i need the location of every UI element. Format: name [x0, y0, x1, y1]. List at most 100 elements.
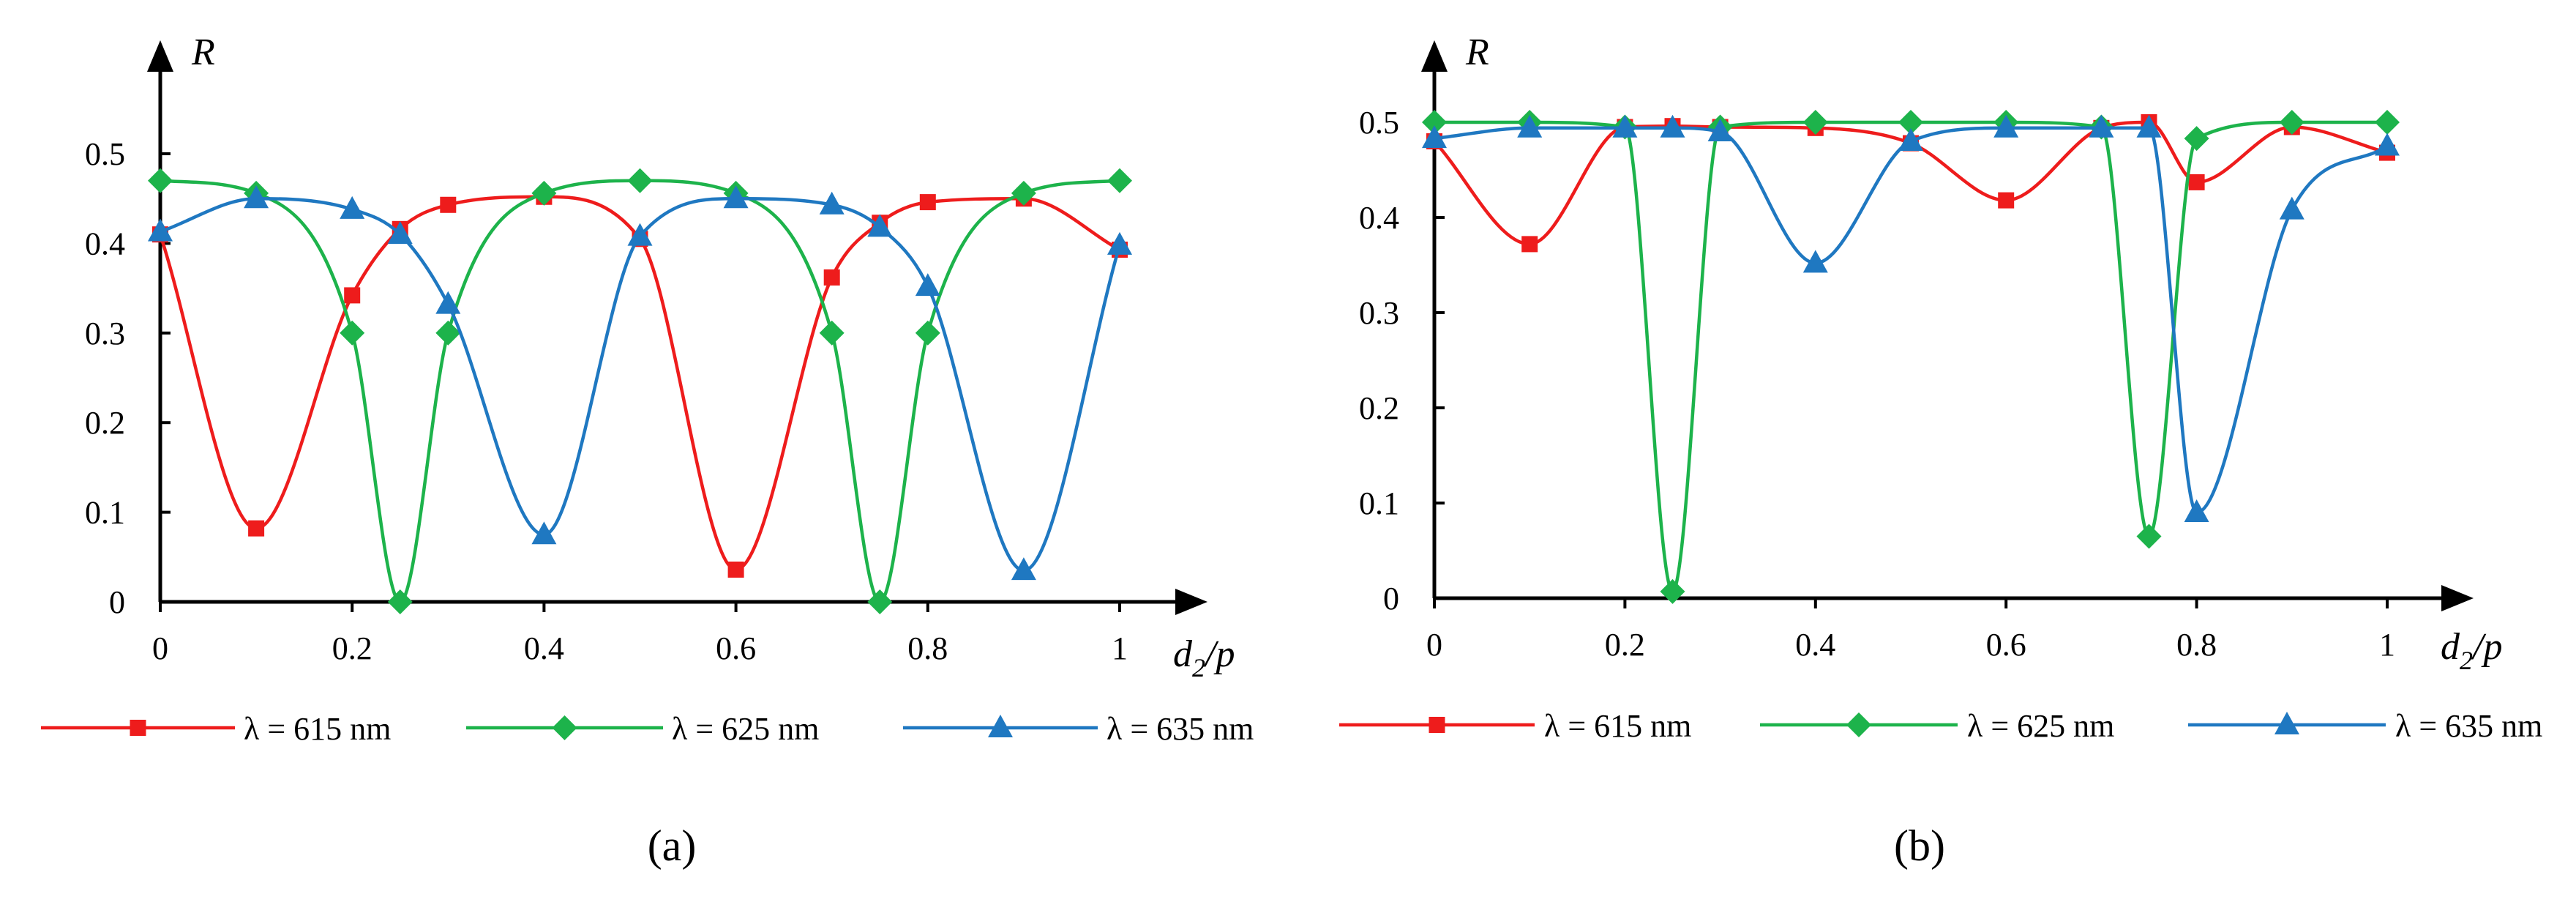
y-tick-label-a: 0.2 — [85, 405, 125, 441]
data-point-b-1 — [1422, 110, 1447, 135]
data-point-b-1 — [1898, 110, 1923, 135]
y-tick-label-b: 0.2 — [1359, 390, 1399, 426]
data-point-a-2 — [387, 221, 413, 245]
x-tick-label-a: 0.2 — [332, 630, 372, 666]
data-point-b-0 — [1998, 192, 2015, 209]
x-tick-label-b: 1 — [2379, 627, 2395, 663]
y-tick-label-b: 0.1 — [1359, 485, 1399, 521]
data-point-a-2 — [867, 214, 893, 237]
data-point-b-2 — [1660, 114, 1685, 138]
data-point-b-1 — [2184, 126, 2209, 152]
y-axis-title-a: R — [191, 31, 215, 73]
chart-panel-a: 0 0.1 0.2 0.3 0.4 0.5 0 0.2 0.4 0.6 0.8 1 R d2/p λ… — [41, 31, 1254, 870]
x-tick-label-a: 0 — [152, 630, 168, 666]
x-tick-label-a: 0.6 — [716, 630, 756, 666]
x-tick-label-b: 0.8 — [2176, 627, 2217, 663]
data-point-a-0 — [440, 196, 457, 213]
data-point-b-0 — [1521, 236, 1538, 253]
legend-marker-a-0 — [130, 720, 146, 736]
y-tick-label-b: 0.3 — [1359, 295, 1399, 331]
x-tick-label-b: 0 — [1426, 627, 1442, 663]
data-point-a-2 — [819, 191, 845, 215]
data-point-b-1 — [1660, 578, 1685, 604]
chart-panel-b: 0 0.1 0.2 0.3 0.4 0.5 0 0.2 0.4 0.6 0.8 1 R d2/p λ… — [1339, 31, 2542, 870]
x-axis-arrow-b — [2441, 585, 2474, 611]
data-point-a-0 — [823, 269, 840, 286]
data-point-a-1 — [819, 320, 845, 346]
x-tick-label-a: 0.8 — [907, 630, 948, 666]
data-point-b-2 — [1802, 250, 1828, 273]
data-point-b-2 — [2279, 196, 2304, 220]
data-point-a-1 — [1107, 168, 1132, 193]
y-axis-title-b: R — [1465, 31, 1489, 73]
data-point-b-2 — [2184, 499, 2209, 522]
data-point-a-0 — [727, 561, 744, 578]
data-point-a-2 — [1011, 557, 1036, 581]
data-point-b-2 — [2089, 114, 2114, 138]
x-tick-label-b: 0.6 — [1986, 627, 2026, 663]
series-line-a-2 — [158, 196, 1122, 573]
data-point-a-0 — [919, 194, 936, 211]
data-point-a-1 — [435, 320, 461, 346]
data-point-a-1 — [340, 320, 365, 346]
y-tick-label-a: 0 — [109, 584, 125, 620]
data-point-b-2 — [1422, 125, 1447, 149]
data-point-a-0 — [248, 520, 265, 537]
legend-marker-a-1 — [552, 715, 577, 740]
y-tick-label-b: 0 — [1383, 581, 1399, 617]
y-axis-arrow-a — [147, 40, 173, 72]
y-tick-label-a: 0.5 — [85, 136, 125, 172]
legend-a: λ = 615 nm λ = 625 nm λ = 635 nm — [41, 711, 1254, 747]
series-line-a-0 — [158, 195, 1122, 572]
data-point-b-2 — [2375, 133, 2400, 156]
y-tick-label-b: 0.5 — [1359, 105, 1399, 141]
data-point-a-1 — [531, 180, 557, 206]
legend-label-b-1: λ = 625 nm — [1967, 708, 2114, 744]
y-tick-label-b: 0.4 — [1359, 200, 1399, 236]
data-point-a-0 — [344, 287, 361, 304]
data-point-b-2 — [1707, 119, 1733, 141]
data-point-a-2 — [148, 218, 173, 242]
data-point-a-2 — [435, 291, 461, 314]
data-point-a-2 — [340, 195, 365, 219]
data-point-a-1 — [387, 589, 413, 614]
data-point-b-2 — [1612, 114, 1638, 138]
data-point-a-2 — [1107, 231, 1132, 255]
axes-b — [1421, 40, 2474, 611]
data-point-b-1 — [2279, 110, 2304, 135]
y-axis-arrow-b — [1421, 40, 1448, 72]
data-point-a-2 — [915, 273, 940, 297]
data-point-b-2 — [1993, 114, 2019, 138]
panel-label-b: (b) — [1894, 822, 1945, 870]
data-point-a-2 — [531, 521, 557, 545]
y-tick-label-a: 0.1 — [85, 495, 125, 531]
legend-label-a-0: λ = 615 nm — [244, 711, 391, 747]
legend-marker-b-0 — [1429, 717, 1445, 733]
legend-marker-b-1 — [1846, 712, 1871, 737]
data-point-a-2 — [627, 223, 653, 246]
data-point-b-2 — [1898, 128, 1923, 151]
data-point-b-2 — [1517, 114, 1543, 138]
x-axis-title-b: d2/p — [2441, 626, 2502, 675]
legend-b: λ = 615 nm λ = 625 nm λ = 635 nm — [1339, 708, 2542, 744]
data-point-a-1 — [915, 320, 940, 346]
data-point-a-1 — [148, 168, 173, 193]
legend-label-b-0: λ = 615 nm — [1544, 708, 1691, 744]
legend-marker-a-2 — [988, 715, 1013, 737]
data-point-b-2 — [2136, 114, 2162, 138]
x-tick-label-b: 0.2 — [1605, 627, 1645, 663]
data-point-a-1 — [1011, 180, 1036, 206]
data-point-a-2 — [723, 185, 749, 209]
data-point-b-1 — [2136, 524, 2162, 549]
x-axis-arrow-a — [1175, 589, 1208, 615]
y-tick-label-a: 0.4 — [85, 226, 125, 261]
data-point-b-1 — [2375, 110, 2400, 135]
legend-label-a-2: λ = 635 nm — [1107, 711, 1254, 747]
data-point-a-1 — [867, 589, 893, 614]
x-tick-label-a: 0.4 — [524, 630, 564, 666]
panel-label-a: (a) — [648, 822, 697, 870]
data-point-a-2 — [244, 185, 269, 209]
legend-label-a-1: λ = 625 nm — [672, 711, 819, 747]
data-point-a-1 — [627, 168, 653, 193]
